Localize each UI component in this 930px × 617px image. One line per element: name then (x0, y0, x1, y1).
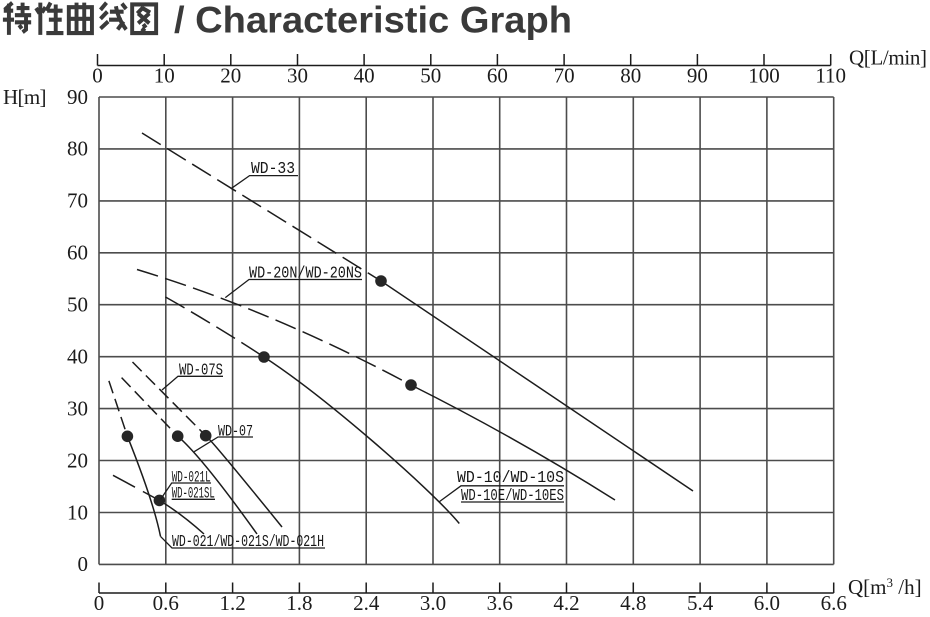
svg-text:30: 30 (67, 396, 88, 420)
svg-text:50: 50 (67, 293, 88, 317)
svg-text:30: 30 (287, 64, 308, 88)
svg-text:80: 80 (620, 64, 641, 88)
svg-text:0: 0 (92, 64, 103, 88)
svg-text:WD-33: WD-33 (251, 160, 295, 179)
svg-text:2.4: 2.4 (353, 591, 380, 615)
svg-text:Q[m3 /h]: Q[m3 /h] (848, 575, 922, 599)
svg-text:10: 10 (154, 64, 175, 88)
svg-text:70: 70 (67, 189, 88, 213)
svg-text:3.6: 3.6 (487, 591, 513, 615)
svg-text:60: 60 (487, 64, 508, 88)
svg-text:80: 80 (67, 137, 88, 161)
svg-text:0: 0 (94, 591, 105, 615)
svg-text:40: 40 (67, 345, 88, 369)
svg-text:4.2: 4.2 (553, 591, 579, 615)
svg-text:90: 90 (67, 85, 88, 109)
svg-text:1.8: 1.8 (286, 591, 312, 615)
svg-text:1.2: 1.2 (219, 591, 245, 615)
svg-text:90: 90 (687, 64, 708, 88)
svg-text:6.0: 6.0 (754, 591, 780, 615)
svg-text:0: 0 (78, 552, 89, 576)
svg-text:H[m]: H[m] (3, 85, 47, 109)
svg-text:4.8: 4.8 (620, 591, 646, 615)
svg-text:WD-021L: WD-021L (172, 469, 211, 487)
svg-text:WD-021/WD-021S/WD-021H: WD-021/WD-021S/WD-021H (172, 533, 324, 552)
svg-text:WD-07: WD-07 (218, 423, 253, 441)
svg-text:WD-10E/WD-10ES: WD-10E/WD-10ES (461, 487, 564, 506)
svg-text:20: 20 (67, 448, 88, 472)
svg-text:WD-10/WD-10S: WD-10/WD-10S (457, 469, 564, 488)
svg-text:40: 40 (354, 64, 375, 88)
svg-text:110: 110 (815, 64, 846, 88)
svg-text:WD-20N/WD-20NS: WD-20N/WD-20NS (249, 265, 362, 284)
svg-text:WD-021SL: WD-021SL (172, 485, 215, 503)
svg-text:6.6: 6.6 (821, 591, 847, 615)
svg-text:70: 70 (554, 64, 575, 88)
svg-text:100: 100 (748, 64, 780, 88)
svg-text:5.4: 5.4 (687, 591, 714, 615)
svg-text:/ Characteristic Graph: / Characteristic Graph (174, 0, 572, 41)
svg-text:3.0: 3.0 (420, 591, 446, 615)
svg-text:WD-07S: WD-07S (179, 362, 223, 381)
svg-text:50: 50 (420, 64, 441, 88)
svg-text:0.6: 0.6 (153, 591, 179, 615)
svg-text:20: 20 (220, 64, 241, 88)
svg-text:10: 10 (67, 500, 88, 524)
svg-text:Q[L/min]: Q[L/min] (849, 46, 927, 70)
svg-text:60: 60 (67, 241, 88, 265)
